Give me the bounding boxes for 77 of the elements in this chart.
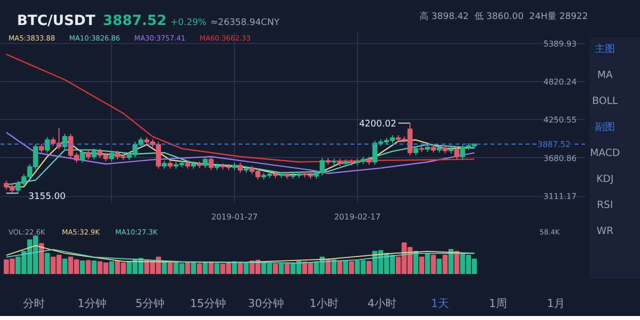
bar: [232, 261, 238, 274]
bar: [80, 260, 85, 274]
annotation: 4200.02: [359, 120, 396, 130]
x-tick-label: 2019-02-17: [334, 212, 381, 222]
bar: [343, 260, 348, 274]
text: MACD: [590, 147, 620, 161]
text: 5分钟: [134, 296, 166, 312]
bar: [448, 248, 454, 274]
bar: [430, 254, 436, 274]
chart-title: BTC/USDT: [17, 13, 96, 29]
text: 3887.52: [102, 13, 167, 29]
bar: [92, 260, 97, 274]
candlestick: [80, 149, 85, 164]
bar: [109, 261, 114, 274]
bar: [238, 262, 243, 274]
candlestick: [238, 162, 243, 174]
bar: [191, 262, 196, 274]
candlestick: [413, 145, 418, 156]
y-tick-label: 3680.86: [544, 154, 577, 163]
candlestick: [62, 133, 68, 150]
bar: [272, 264, 278, 274]
annotation: 3155.00: [28, 192, 66, 202]
text: 高 3898.42 低 3860.00 24H量 28922: [420, 12, 588, 22]
bar: [436, 258, 442, 274]
bar: [244, 262, 249, 274]
bar: [208, 262, 214, 274]
x-tick-label: 2019-01-27: [211, 212, 258, 222]
text: 1分钟: [76, 296, 108, 312]
line-series: [6, 54, 475, 163]
candlestick: [454, 146, 460, 160]
text: 1月: [546, 296, 566, 312]
bar: [86, 260, 91, 274]
candlestick: [202, 156, 208, 169]
bar: [44, 252, 50, 274]
candlestick: [208, 156, 214, 171]
y-tick-label: 3111.17: [544, 192, 577, 202]
y-tick-label: 4820.24: [544, 78, 577, 87]
text: 分时: [22, 296, 46, 312]
text: MA: [596, 69, 614, 83]
text: 副图: [594, 121, 616, 135]
candlestick: [86, 149, 91, 160]
bar: [284, 262, 290, 274]
text: 30分钟: [247, 296, 285, 312]
candlestick: [44, 136, 50, 154]
bar: [348, 261, 354, 274]
bar: [214, 263, 220, 274]
bar: [366, 260, 372, 274]
bar: [38, 243, 44, 274]
candlestick: [92, 148, 97, 160]
candlestick: [109, 150, 114, 162]
bar: [419, 256, 424, 274]
text: 1小时: [308, 296, 340, 312]
text: +0.29%: [170, 18, 207, 28]
text: 1周: [488, 296, 508, 312]
bar: [331, 259, 336, 274]
bar: [202, 262, 208, 274]
ref-line-label: 3887.52: [538, 140, 571, 150]
bar: [185, 262, 190, 274]
line-series: [6, 132, 475, 174]
bar: [62, 258, 68, 274]
bar: [337, 260, 342, 274]
text: 4小时: [366, 296, 398, 312]
text: 1天: [430, 296, 450, 312]
text: WR: [596, 225, 614, 239]
text: RSI: [596, 199, 614, 213]
bar: [278, 263, 284, 274]
y-tick-label: 5389.93: [544, 39, 577, 48]
y-tick-label: 4250.55: [544, 116, 577, 125]
text: ≈26358.94CNY: [210, 18, 280, 28]
bar: [196, 263, 202, 274]
bar: [442, 254, 448, 274]
text: KDJ: [595, 173, 615, 187]
bar: [168, 262, 173, 274]
text: 主图: [594, 42, 616, 57]
text: 15分钟: [189, 296, 227, 312]
text: BOLL: [591, 95, 619, 109]
bar: [425, 252, 430, 274]
